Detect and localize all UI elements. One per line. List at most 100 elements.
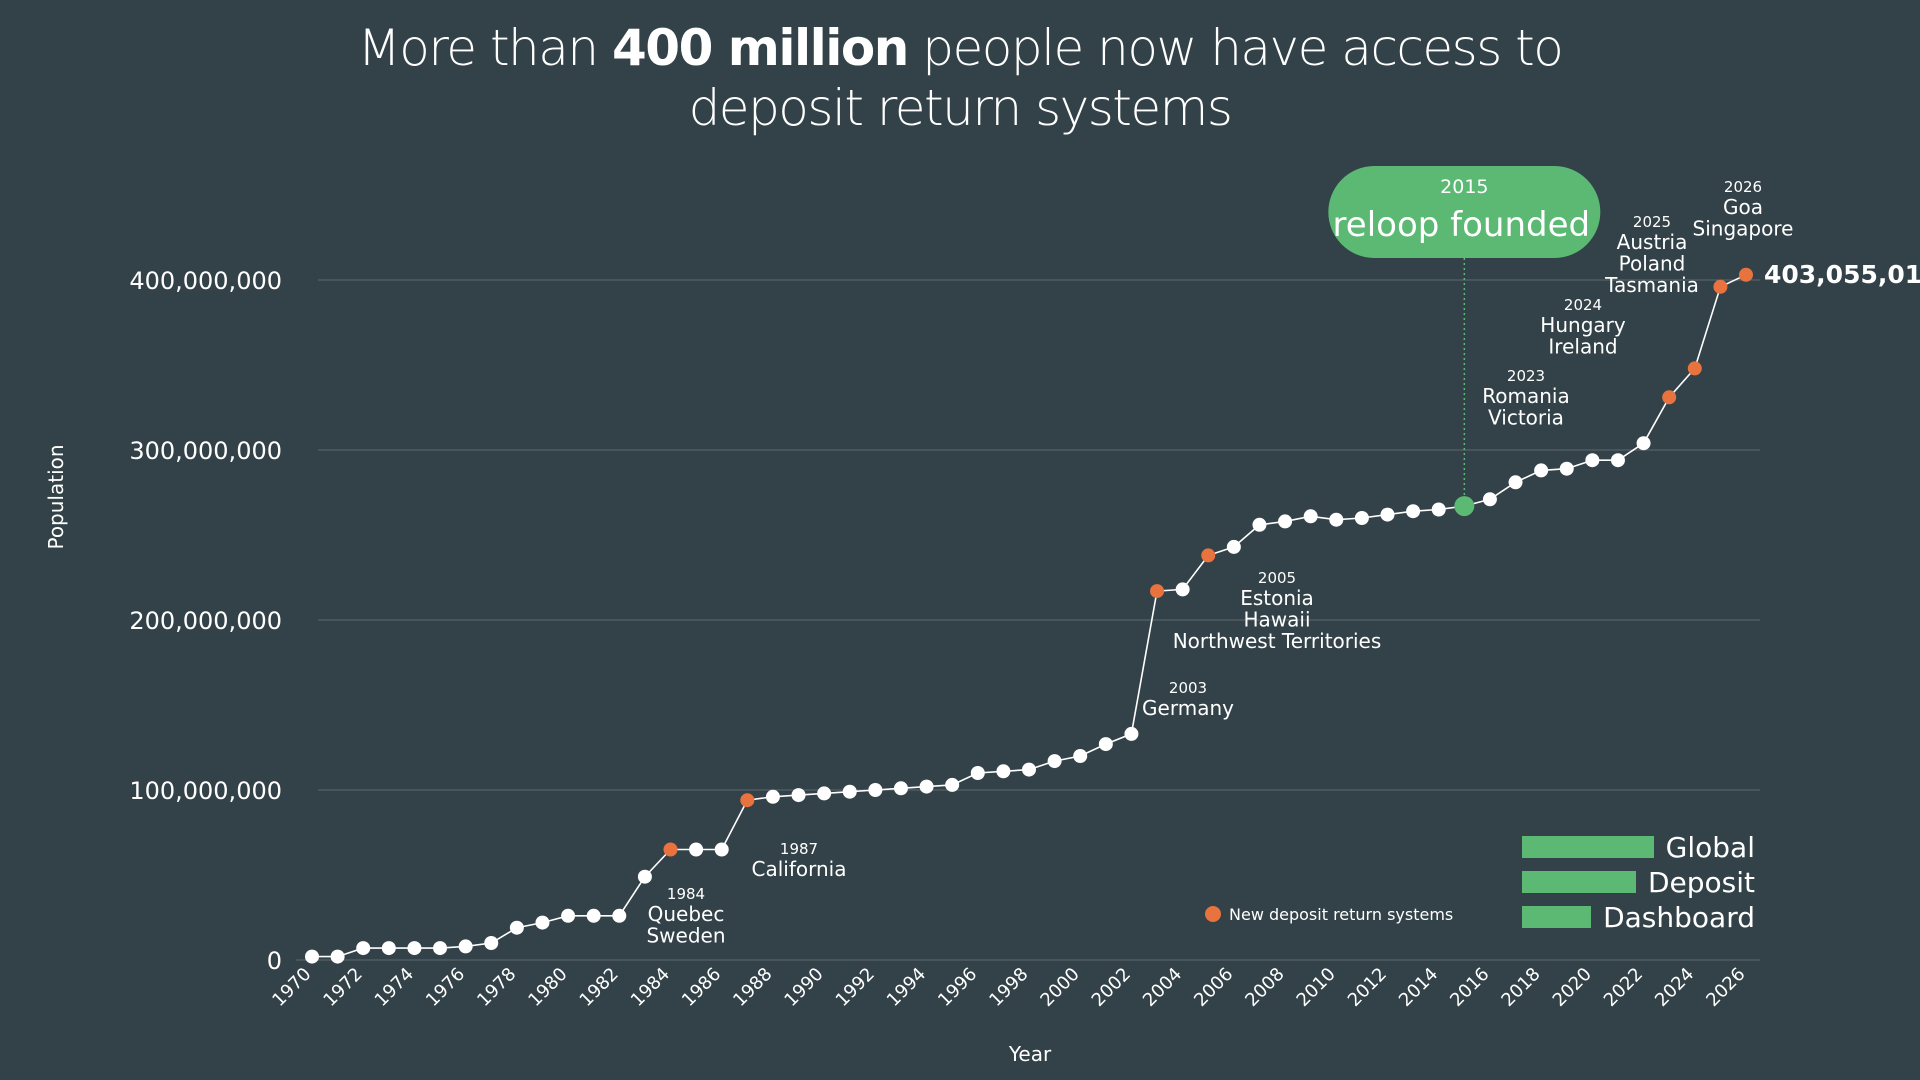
legend-marker bbox=[1205, 906, 1221, 922]
x-tick-label: 1984 bbox=[627, 964, 674, 1011]
x-tick-label: 2002 bbox=[1088, 964, 1135, 1011]
annotation-place: Ireland bbox=[1548, 335, 1617, 359]
annotation-year: 2026 bbox=[1724, 178, 1762, 196]
annotation-year: 2003 bbox=[1169, 679, 1207, 697]
data-point bbox=[509, 920, 524, 935]
dashboard-bar bbox=[1522, 836, 1654, 858]
annotation-place: Austria bbox=[1617, 230, 1688, 254]
chart-title-line-2: deposit return systems bbox=[688, 79, 1233, 137]
x-tick-label: 2026 bbox=[1702, 964, 1749, 1011]
dashboard-word: Global bbox=[1666, 831, 1755, 864]
title-suffix: people now have access to bbox=[922, 19, 1564, 77]
legend-label: New deposit return systems bbox=[1229, 905, 1453, 924]
data-point bbox=[1636, 436, 1651, 451]
annotation-place: Romania bbox=[1482, 384, 1569, 408]
y-tick-label: 0 bbox=[267, 947, 282, 975]
annotation-year: 2023 bbox=[1507, 367, 1545, 385]
data-point bbox=[1534, 463, 1549, 478]
data-points bbox=[305, 267, 1753, 964]
data-point bbox=[945, 777, 960, 792]
annotation-place: Estonia bbox=[1240, 586, 1314, 610]
data-point bbox=[1406, 504, 1421, 519]
reloop-founded-badge: 2015 reloop founded bbox=[1328, 166, 1601, 498]
annotation-place: California bbox=[752, 857, 847, 881]
data-point bbox=[1431, 502, 1446, 517]
data-point bbox=[1354, 511, 1369, 525]
y-tick-label: 400,000,000 bbox=[129, 267, 282, 295]
data-point bbox=[817, 786, 832, 801]
data-point bbox=[586, 908, 601, 923]
data-point bbox=[612, 908, 627, 923]
final-value-label: 403,055,013 bbox=[1764, 260, 1920, 289]
y-axis-ticks: 0 100,000,000 200,000,000 300,000,000 400,00… bbox=[129, 267, 282, 975]
new-system-point bbox=[663, 842, 678, 857]
data-point bbox=[433, 941, 448, 956]
data-point bbox=[842, 784, 857, 799]
x-tick-label: 2000 bbox=[1037, 964, 1084, 1011]
data-point bbox=[970, 766, 985, 780]
x-tick-label: 1980 bbox=[524, 964, 571, 1011]
annotation-place: Germany bbox=[1142, 696, 1234, 720]
data-point bbox=[765, 789, 780, 804]
data-point bbox=[1226, 539, 1241, 554]
new-system-point bbox=[1687, 361, 1702, 376]
x-tick-label: 2016 bbox=[1446, 964, 1493, 1011]
data-point bbox=[689, 842, 704, 857]
data-point bbox=[868, 783, 883, 797]
x-tick-label: 2018 bbox=[1497, 964, 1544, 1011]
data-point bbox=[1559, 461, 1574, 476]
x-tick-label: 1992 bbox=[832, 964, 879, 1011]
x-tick-label: 2024 bbox=[1651, 964, 1698, 1011]
data-point bbox=[1482, 492, 1497, 507]
new-system-point bbox=[1739, 267, 1753, 282]
new-system-point bbox=[1713, 279, 1728, 294]
dashboard-word: Deposit bbox=[1648, 866, 1755, 899]
annotation-place: Northwest Territories bbox=[1173, 629, 1382, 653]
x-tick-label: 2022 bbox=[1600, 964, 1647, 1011]
y-tick-label: 200,000,000 bbox=[129, 607, 282, 635]
reloop-founded-point bbox=[1454, 496, 1475, 517]
final-value: 403,055,013 bbox=[1764, 260, 1920, 289]
annotation-place: Hungary bbox=[1540, 313, 1626, 337]
reloop-badge-background bbox=[1328, 166, 1601, 258]
new-system-point bbox=[1150, 584, 1165, 599]
annotation-place: Tasmania bbox=[1604, 273, 1699, 297]
data-point bbox=[1303, 509, 1318, 524]
data-point bbox=[561, 908, 576, 923]
data-point bbox=[535, 915, 550, 930]
gridlines bbox=[296, 279, 1760, 961]
data-point bbox=[1585, 453, 1600, 468]
annotation-place: Sweden bbox=[646, 924, 725, 948]
new-system-point bbox=[1201, 548, 1216, 563]
data-point bbox=[1073, 749, 1088, 763]
data-point bbox=[1329, 512, 1344, 527]
reloop-badge-brand: reloop founded bbox=[1333, 205, 1591, 245]
title-prefix: More than bbox=[357, 19, 599, 77]
annotation-place: Goa bbox=[1723, 195, 1763, 219]
data-point bbox=[381, 941, 396, 956]
y-axis-label: Population bbox=[44, 444, 68, 549]
x-tick-label: 1990 bbox=[780, 964, 827, 1011]
data-point bbox=[1098, 737, 1113, 752]
annotation-place: Victoria bbox=[1488, 406, 1564, 430]
x-tick-label: 2006 bbox=[1190, 964, 1237, 1011]
new-system-point bbox=[1662, 390, 1677, 405]
legend: New deposit return systems bbox=[1205, 905, 1453, 924]
y-tick-label: 100,000,000 bbox=[129, 777, 282, 805]
x-tick-label: 1972 bbox=[320, 964, 367, 1011]
data-point bbox=[637, 869, 652, 884]
x-tick-label: 1998 bbox=[985, 964, 1032, 1011]
data-point bbox=[1047, 754, 1062, 769]
chart-title-line-1: More than 400 million people now have ac… bbox=[0, 18, 1920, 78]
x-tick-label: 2010 bbox=[1293, 964, 1340, 1011]
x-axis-label: Year bbox=[1008, 1042, 1052, 1066]
x-tick-label: 1978 bbox=[473, 964, 520, 1011]
data-point bbox=[919, 779, 934, 794]
x-tick-label: 1982 bbox=[576, 964, 623, 1011]
dashboard-word: Dashboard bbox=[1603, 901, 1755, 934]
data-point bbox=[484, 936, 499, 950]
data-point bbox=[330, 949, 345, 964]
